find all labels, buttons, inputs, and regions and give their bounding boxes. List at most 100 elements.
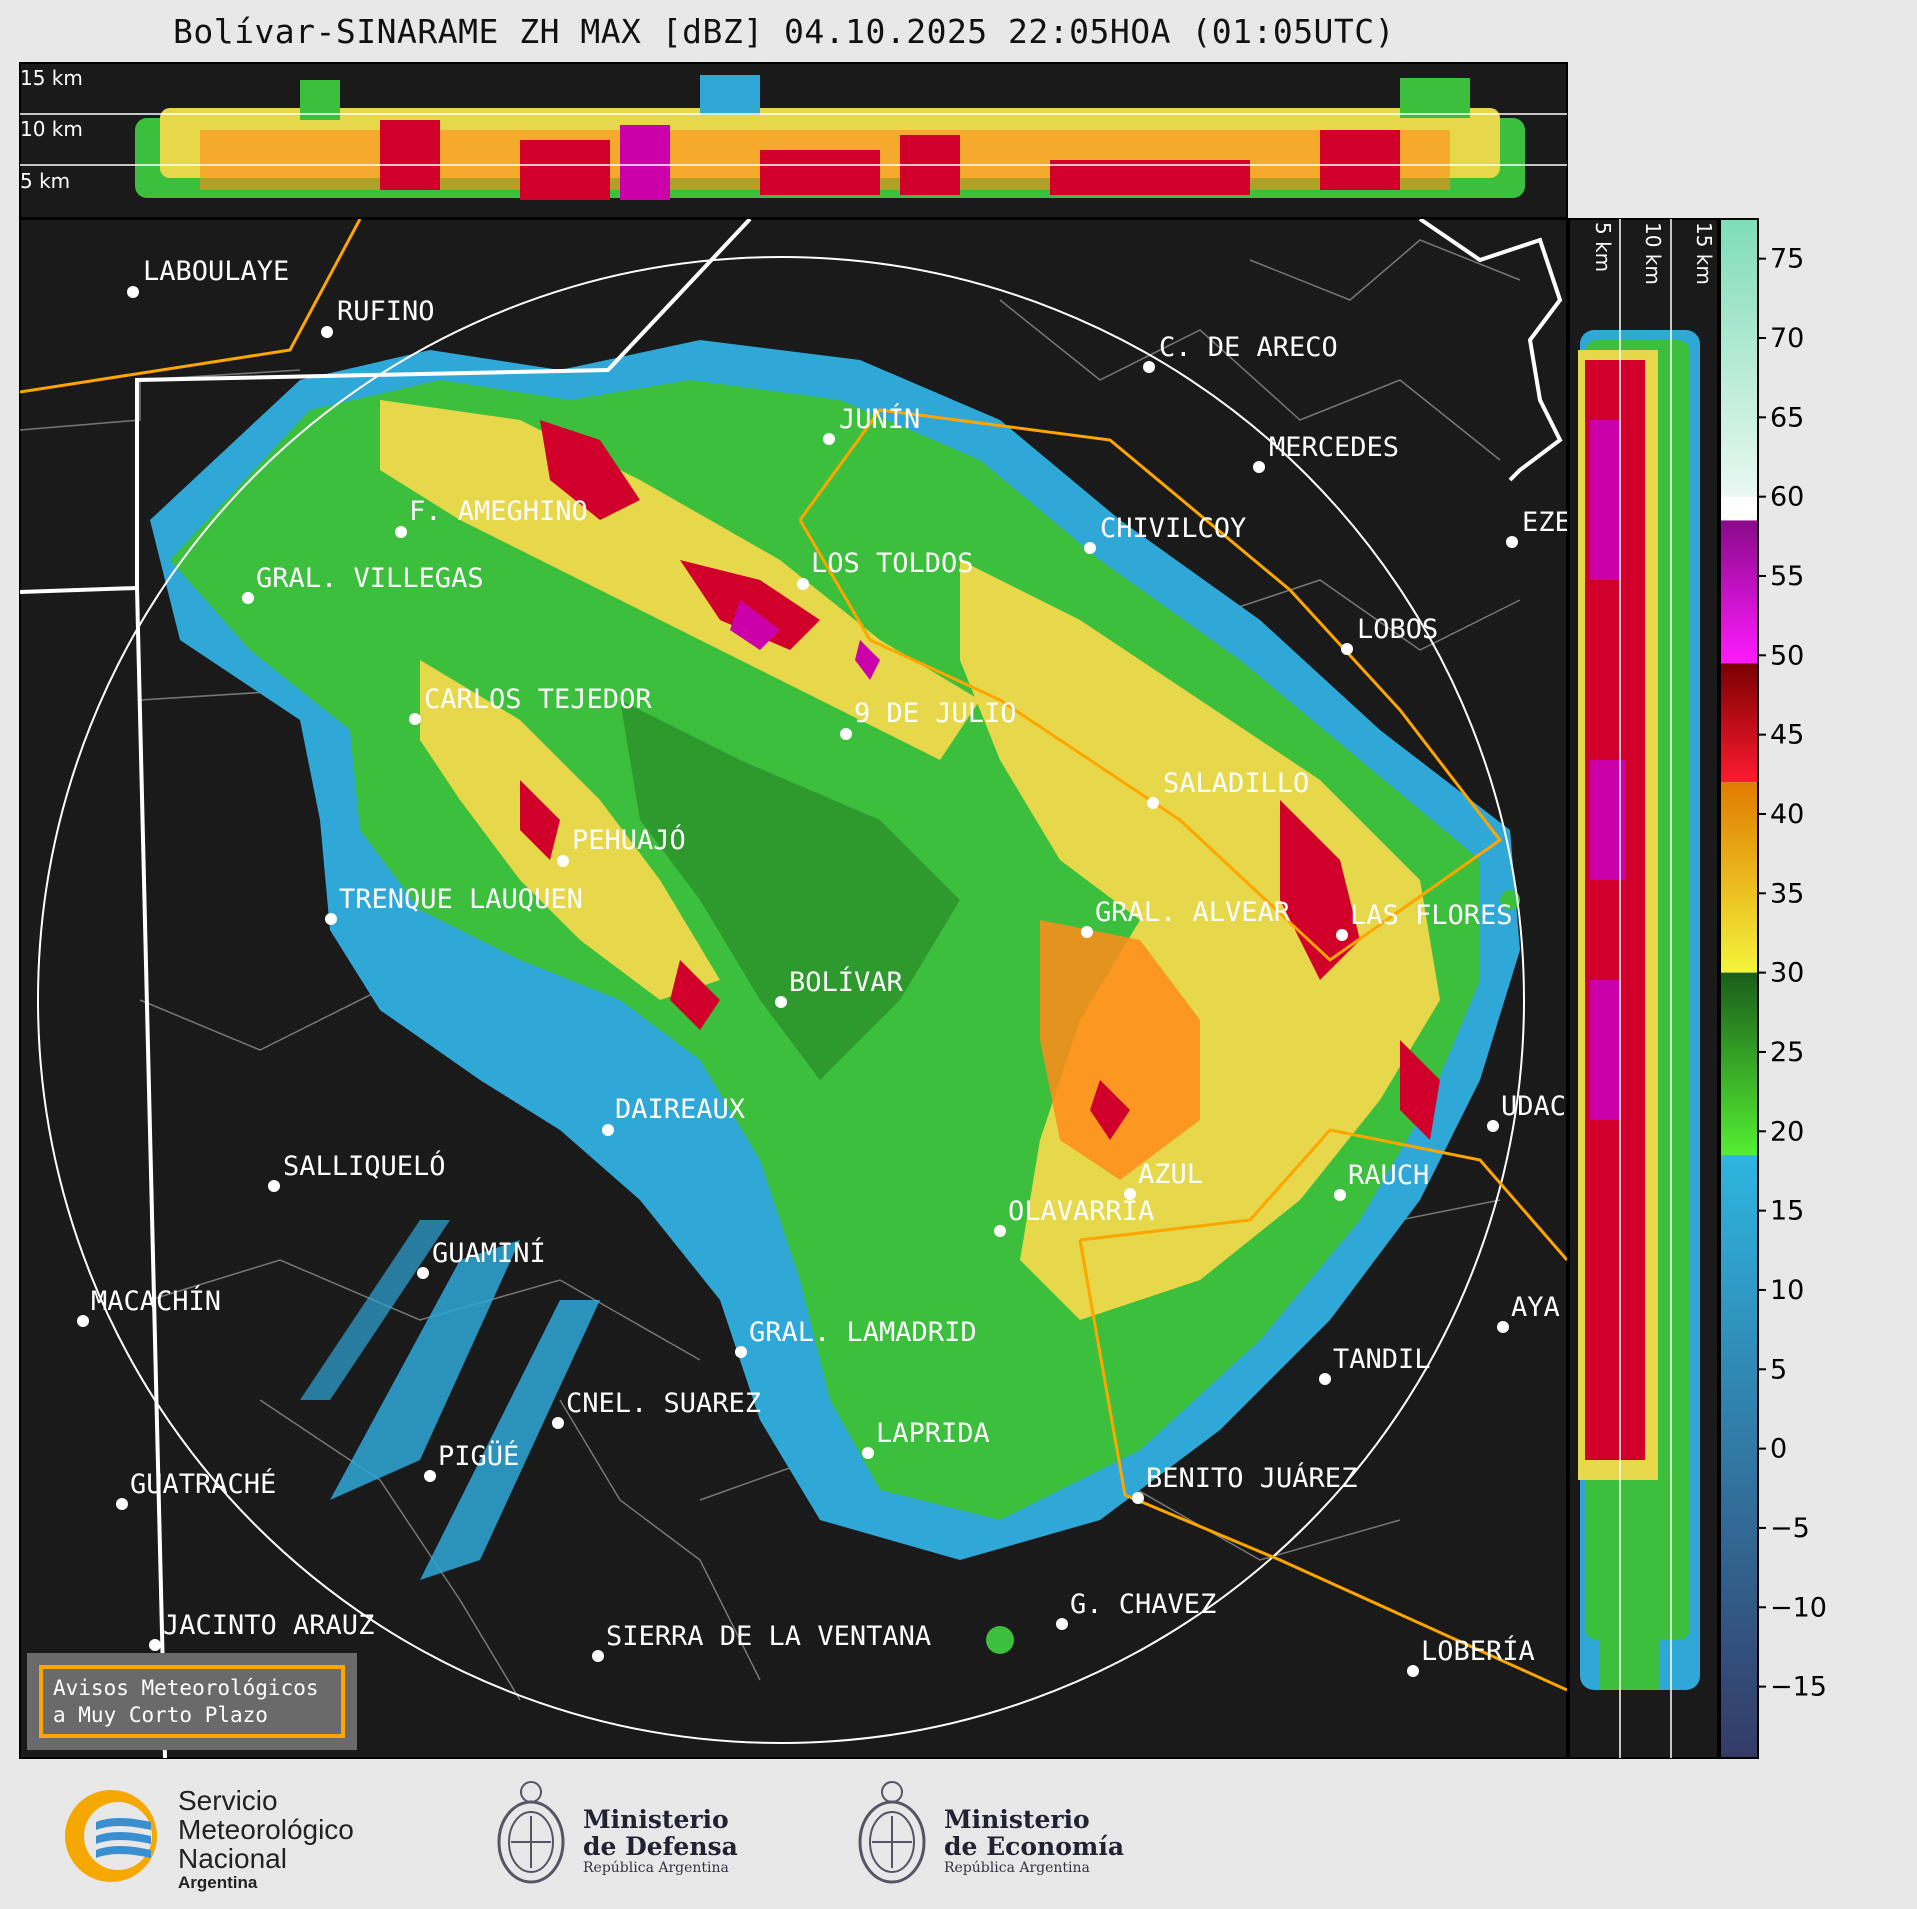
- city-label: TRENQUE LAUQUEN: [339, 884, 583, 915]
- smn-line-2: Meteorológico: [178, 1814, 354, 1845]
- warnings-line-1: Avisos Meteorológicos: [53, 1676, 319, 1700]
- top-alt-label: 10 km: [20, 117, 83, 141]
- city-label: LOBOS: [1357, 614, 1438, 645]
- city-label: PEHUAJÓ: [572, 824, 686, 856]
- side-altitude-profile: 5 km 10 km 15 km: [1568, 218, 1719, 1759]
- city-label: GRAL. VILLEGAS: [256, 563, 484, 594]
- colorbar-tick-label: −5: [1770, 1513, 1810, 1544]
- colorbar-tick-label: 25: [1770, 1037, 1804, 1068]
- city-label: LAPRIDA: [876, 1418, 990, 1449]
- colorbar-band: [1720, 520, 1758, 664]
- colorbar-band: [1720, 663, 1758, 783]
- city-label: CNEL. SUAREZ: [566, 1388, 761, 1419]
- defensa-line-1: Ministerio: [583, 1805, 729, 1834]
- national-seal-icon: [858, 1781, 926, 1884]
- colorbar-tick-label: 10: [1770, 1275, 1804, 1306]
- city-label: 9 DE JULIO: [854, 698, 1017, 729]
- city-label: CARLOS TEJEDOR: [424, 684, 652, 715]
- city-label: DAIREAUX: [615, 1094, 745, 1125]
- city-label: RUFINO: [337, 296, 435, 327]
- city-label: GRAL. LAMADRID: [749, 1317, 977, 1348]
- colorbar-band: [1720, 219, 1758, 497]
- colorbar-band: [1720, 782, 1758, 973]
- city-markers: LABOULAYE RUFINO C. DE ARECO JUNÍN MERCE…: [77, 256, 1571, 1677]
- city-label: F. AMEGHINO: [409, 496, 588, 527]
- city-label: C. DE ARECO: [1159, 332, 1338, 363]
- top-alt-label: 5 km: [20, 169, 70, 193]
- colorbar-tick-label: 55: [1770, 561, 1804, 592]
- city-label: SIERRA DE LA VENTANA: [606, 1621, 931, 1652]
- defensa-logo: Ministerio de Defensa República Argentin…: [495, 1776, 755, 1896]
- colorbar-tick-label: 65: [1770, 402, 1804, 433]
- economia-line-1: Ministerio: [944, 1805, 1090, 1834]
- city-label: LABOULAYE: [143, 256, 289, 287]
- smn-line-3: Nacional: [178, 1843, 287, 1874]
- warning-area-north: [798, 408, 1503, 962]
- warning-border: [20, 219, 362, 394]
- city-label: GRAL. ALVEAR: [1095, 897, 1291, 928]
- colorbar-band: [1720, 972, 1758, 1156]
- city-label: BOLÍVAR: [789, 966, 904, 998]
- city-label: UDAC: [1501, 1091, 1566, 1122]
- map-title: Bolívar-SINARAME ZH MAX [dBZ] 04.10.2025…: [172, 12, 1396, 51]
- radar-echoes: [150, 340, 1520, 1654]
- side-alt-label: 10 km: [1641, 222, 1665, 285]
- city-label: GUAMINÍ: [432, 1237, 546, 1269]
- colorbar-band: [1720, 496, 1758, 521]
- colorbar-tick-label: 60: [1770, 482, 1804, 513]
- range-ring: [37, 256, 1525, 1744]
- city-label: MERCEDES: [1269, 432, 1399, 463]
- city-label: JACINTO ARAUZ: [163, 1610, 374, 1641]
- city-label: PIGÜÉ: [438, 1440, 519, 1472]
- city-label: CHIVILCOY: [1100, 513, 1246, 544]
- city-label: G. CHAVEZ: [1070, 1589, 1216, 1620]
- coastline: [1418, 219, 1563, 482]
- defensa-line-3: República Argentina: [583, 1860, 729, 1876]
- city-label: EZE: [1522, 507, 1571, 538]
- warnings-line-2: a Muy Corto Plazo: [53, 1703, 268, 1727]
- city-label: SALADILLO: [1163, 768, 1309, 799]
- city-label: AZUL: [1138, 1159, 1203, 1190]
- colorbar-tick-label: 0: [1770, 1434, 1787, 1465]
- radar-map: LABOULAYE RUFINO C. DE ARECO JUNÍN MERCE…: [19, 218, 1571, 1759]
- city-label: LAS FLORES: [1350, 900, 1513, 931]
- colorbar-tick-label: 20: [1770, 1116, 1804, 1147]
- city-label: BENITO JUÁREZ: [1146, 1462, 1357, 1494]
- smn-logo: Servicio Meteorológico Nacional Argentin…: [56, 1785, 386, 1892]
- city-label: SALLIQUELÓ: [283, 1150, 446, 1182]
- economia-logo: Ministerio de Economía República Argenti…: [856, 1776, 1136, 1896]
- province-border: [20, 219, 752, 594]
- city-label: GUATRACHÉ: [130, 1468, 276, 1500]
- defensa-line-2: de Defensa: [583, 1832, 738, 1861]
- warning-area-south: [1078, 1239, 1567, 1692]
- top-altitude-profile: 15 km 10 km 5 km: [19, 62, 1568, 219]
- colorbar-tick-label: 50: [1770, 640, 1804, 671]
- side-alt-label: 5 km: [1591, 222, 1615, 272]
- colorbar-tick-label: 75: [1770, 244, 1804, 275]
- colorbar-tick-label: −10: [1770, 1592, 1827, 1623]
- warning-area-south: [1079, 1128, 1567, 1261]
- warnings-badge: Avisos Meteorológicos a Muy Corto Plazo: [27, 1653, 357, 1750]
- city-label: LOBERÍA: [1421, 1635, 1535, 1667]
- colorbar-tick-label: 45: [1770, 720, 1804, 751]
- top-alt-label: 15 km: [20, 66, 83, 90]
- city-label: JUNÍN: [839, 403, 920, 435]
- colorbar-tick-label: 15: [1770, 1196, 1804, 1227]
- city-label: RAUCH: [1348, 1160, 1429, 1191]
- colorbar-tick-label: 5: [1770, 1354, 1787, 1385]
- side-alt-label: 15 km: [1692, 222, 1716, 285]
- colorbar-tick-label: 70: [1770, 323, 1804, 354]
- city-label: AYA: [1511, 1292, 1560, 1323]
- smn-line-4: Argentina: [178, 1873, 258, 1892]
- colorbar-tick-label: 35: [1770, 878, 1804, 909]
- colorbar-tick-label: 30: [1770, 958, 1804, 989]
- city-label: MACACHÍN: [91, 1285, 221, 1317]
- colorbar-band: [1720, 1155, 1758, 1758]
- smn-line-1: Servicio: [178, 1785, 278, 1816]
- national-seal-icon: [497, 1781, 565, 1884]
- colorbar-tick-label: −15: [1770, 1672, 1827, 1703]
- city-label: OLAVARRÍA: [1008, 1195, 1154, 1227]
- city-label: LOS TOLDOS: [811, 548, 974, 579]
